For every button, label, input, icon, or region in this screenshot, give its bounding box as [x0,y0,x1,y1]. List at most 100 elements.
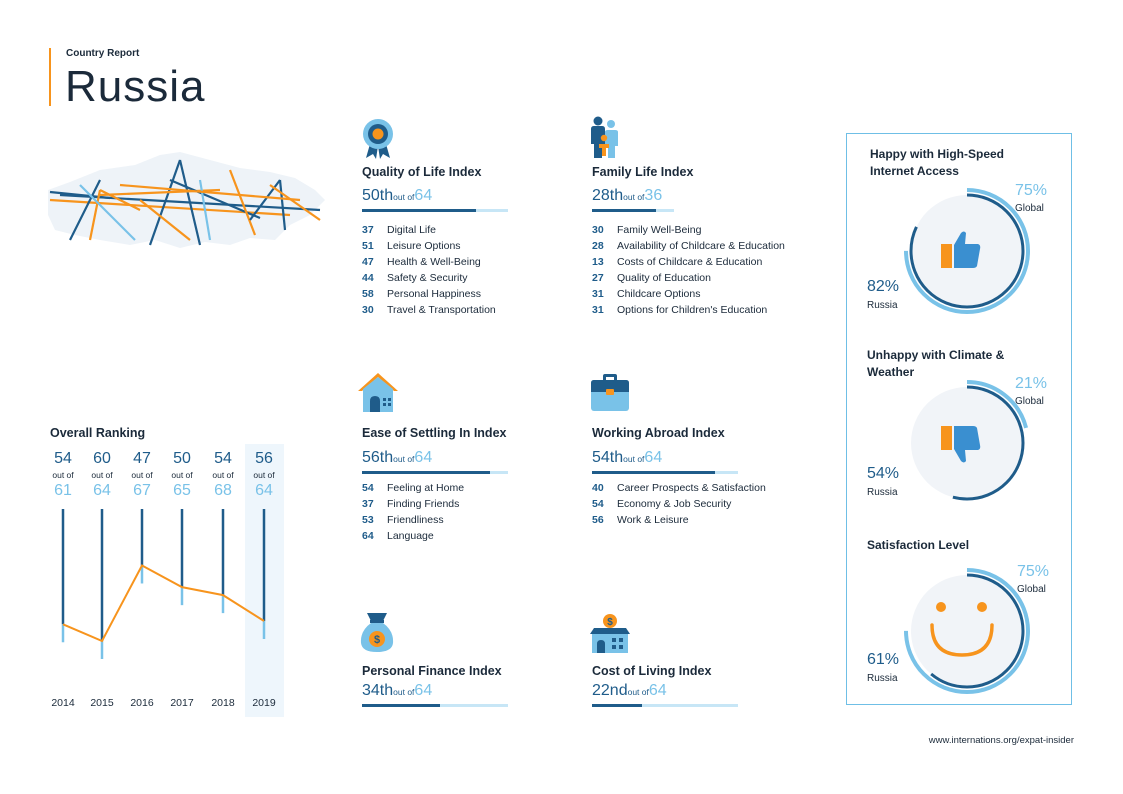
overall-total: 65 [173,482,191,499]
personal-finance-rank-bar [362,704,508,707]
quality-of-life-title: Quality of Life Index [362,165,482,179]
overall-year-label: 2017 [170,697,194,709]
subcategory-row: 31 Childcare Options [592,286,785,302]
russia-arc [909,573,1025,689]
subcategory-row: 54 Economy & Job Security [592,496,766,512]
overall-out-of: out of [131,470,153,480]
subcategory-row: 27 Quality of Education [592,270,785,286]
subcategory-row: 54 Feeling at Home [362,480,464,496]
family-life-rank: 28thout of36 [592,187,663,204]
satisfaction-global-pct: 75% [1017,563,1050,580]
report-label: Country Report [66,48,140,59]
overall-year-column: 56 out of 64 [244,450,284,500]
climate-global-label: Global [1015,396,1044,407]
house-icon [358,373,398,412]
subcategory-row: 30 Travel & Transportation [362,302,496,318]
internet-global-label: Global [1015,203,1044,214]
overall-out-of: out of [171,470,193,480]
subcategory-label: Language [387,530,434,542]
subcategory-rank: 28 [592,240,604,252]
climate-global-pct: 21% [1015,375,1048,392]
internet-russia-label: Russia [867,300,898,311]
subcategory-row: 13 Costs of Childcare & Education [592,254,785,270]
internet-russia-pct: 82% [867,278,900,295]
subcategory-rank: 31 [592,288,604,300]
overall-year-label: 2018 [211,697,235,709]
global-arc [904,568,1030,694]
climate-title-line1: Unhappy with Climate & [867,348,1005,362]
subcategory-label: Options for Children's Education [617,304,768,316]
climate-title: Unhappy with Climate & Weather [867,347,1004,381]
money-bag-icon: $ [360,613,394,652]
subcategory-row: 47 Health & Well-Being [362,254,496,270]
subcategory-rank: 27 [592,272,604,284]
global-arc [904,380,1030,506]
satisfaction-russia-pct: 61% [867,651,900,668]
subcategory-row: 58 Personal Happiness [362,286,496,302]
overall-out-of: out of [253,470,275,480]
footer-url[interactable]: www.internations.org/expat-insider [928,735,1074,746]
cost-of-living-rank-bar [592,704,738,707]
subcategory-rank: 31 [592,304,604,316]
subcategory-label: Health & Well-Being [387,256,481,268]
overall-year-column: 60 out of 64 [82,450,122,500]
subcategory-row: 44 Safety & Security [362,270,496,286]
subcategory-label: Childcare Options [617,288,701,300]
overall-rank: 56 [255,450,273,467]
subcategory-label: Feeling at Home [387,482,465,494]
subcategory-rank: 51 [362,240,374,252]
subcategory-row: 37 Digital Life [362,222,496,238]
subcategory-label: Friendliness [387,514,444,526]
working-abroad-rank: 54thout of64 [592,449,663,466]
satisfaction-global-label: Global [1017,584,1046,595]
overall-rank: 47 [133,450,151,467]
russia-arc [909,385,1025,501]
overall-total: 68 [214,482,232,499]
subcategory-row: 64 Language [362,528,464,544]
family-icon [591,116,618,158]
subcategory-row: 28 Availability of Childcare & Education [592,238,785,254]
satisfaction-title: Satisfaction Level [867,537,969,554]
overall-year-label: 2019 [252,697,276,709]
overall-rank: 54 [54,450,72,467]
overall-out-of: out of [52,470,74,480]
overall-year-label: 2015 [90,697,114,709]
subcategory-rank: 56 [592,514,604,526]
personal-finance-title: Personal Finance Index [362,664,502,678]
subcategory-rank: 54 [362,482,374,494]
overall-total: 64 [255,482,273,499]
cost-of-living-rank: 22ndout of64 [592,682,667,699]
global-arc [904,188,1030,314]
subcategory-rank: 54 [592,498,604,510]
subcategory-label: Career Prospects & Satisfaction [617,482,766,494]
ease-of-settling-subcategories: 54 Feeling at Home 37 Finding Friends 53 Frie… [362,480,464,544]
subcategory-label: Family Well-Being [617,224,702,236]
family-life-subcategories: 30 Family Well-Being 28 Availability of Chi… [592,222,785,318]
ease-of-settling-title: Ease of Settling In Index [362,426,507,440]
rosette-icon [363,119,393,159]
svg-text:$: $ [374,634,380,646]
subcategory-label: Safety & Security [387,272,468,284]
internet-title: Happy with High-Speed Internet Access [870,146,1004,180]
working-abroad-subcategories: 40 Career Prospects & Satisfaction 54 Econo… [592,480,766,528]
subcategory-row: 37 Finding Friends [362,496,464,512]
overall-year-label: 2016 [130,697,154,709]
subcategory-label: Leisure Options [387,240,461,252]
russia-arc [909,193,1025,309]
building-coin-icon: $ [590,614,630,653]
subcategory-rank: 53 [362,514,374,526]
overall-out-of: out of [91,470,113,480]
overall-rank: 54 [214,450,232,467]
subcategory-label: Quality of Education [617,272,711,284]
subcategory-row: 51 Leisure Options [362,238,496,254]
russia-map [48,152,325,248]
overall-ranking-title: Overall Ranking [50,426,146,440]
overall-year-label: 2014 [51,697,75,709]
country-title: Russia [65,62,206,111]
climate-title-line2: Weather [867,365,915,379]
overall-year-column: 47 out of 67 [122,450,162,500]
satisfaction-title-line1: Satisfaction Level [867,538,970,552]
accent-bar [49,48,51,106]
working-abroad-title: Working Abroad Index [592,426,725,440]
subcategory-rank: 44 [362,272,374,284]
